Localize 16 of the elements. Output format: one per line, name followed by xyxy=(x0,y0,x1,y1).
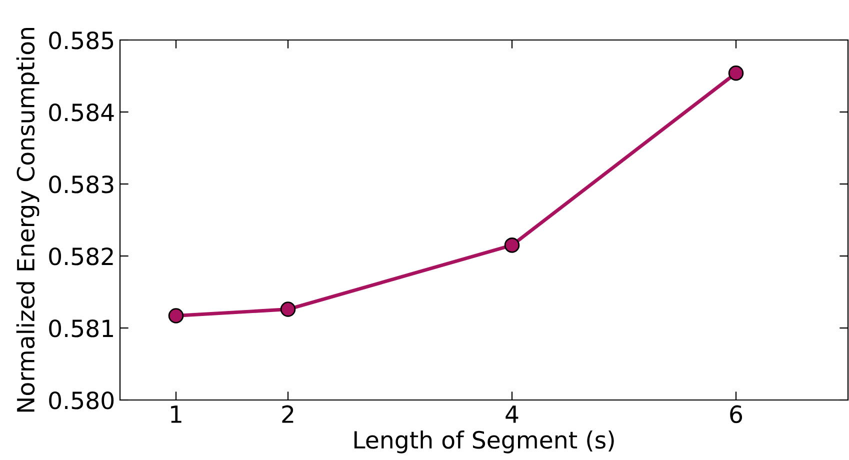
y-tick-label: 0.580 xyxy=(49,391,114,410)
y-tick-label: 0.581 xyxy=(49,319,113,338)
y-tick-label: 0.584 xyxy=(49,103,114,122)
y-tick-label: 0.583 xyxy=(49,175,114,194)
x-tick-label: 4 xyxy=(506,406,518,423)
y-tick-label: 0.582 xyxy=(49,247,113,266)
x-tick-label: 6 xyxy=(730,405,742,424)
x-tick-label: 1 xyxy=(171,406,182,423)
point xyxy=(168,308,184,324)
point xyxy=(728,65,744,81)
x-tick-label: 2 xyxy=(282,405,294,423)
x-axis-title: Length of Segment (s) xyxy=(354,430,614,454)
y-tick-label: 0.585 xyxy=(49,31,114,50)
point xyxy=(504,238,520,253)
point xyxy=(280,302,296,317)
y-axis-title: Normalized Energy Consumption xyxy=(16,28,40,412)
